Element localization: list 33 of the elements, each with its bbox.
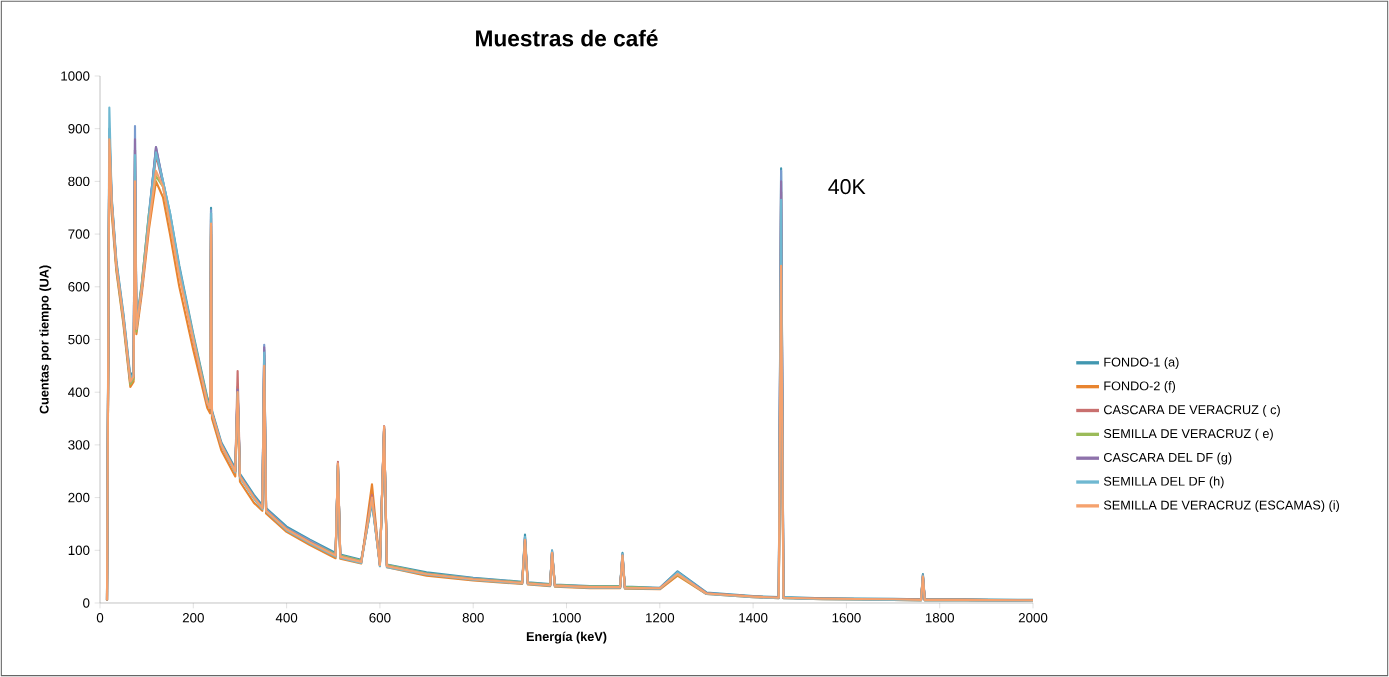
y-tick-label: 200 — [68, 492, 90, 503]
x-tick-label: 200 — [182, 613, 204, 623]
x-tick-label: 1800 — [925, 613, 955, 623]
x-tick-label: 2000 — [1018, 613, 1048, 623]
x-tick-label: 1400 — [739, 613, 768, 623]
y-tick-label: 1000 — [61, 71, 90, 81]
chart-title: Muestras de café — [476, 29, 658, 47]
legend-label: FONDO-2 (f) — [1104, 381, 1176, 393]
annotation: 40K — [828, 179, 866, 195]
legend-label: SEMILLA DE VERACRUZ (ESCAMAS) (i) — [1103, 500, 1340, 513]
x-tick-label: 1000 — [552, 613, 581, 623]
x-tick-label: 0 — [96, 613, 104, 623]
legend-label: CASCARA DE VERACRUZ ( c) — [1104, 404, 1280, 417]
y-tick-label: 700 — [68, 229, 90, 239]
y-tick-label: 900 — [68, 123, 90, 134]
legend-label: SEMILLA DEL DF (h) — [1103, 476, 1224, 489]
x-tick-label: 600 — [369, 613, 391, 623]
y-tick-label: 100 — [68, 545, 90, 555]
y-axis-title: Cuentas por tiempo (UA) — [39, 265, 52, 414]
legend-label: CASCARA DEL DF (g) — [1104, 452, 1232, 465]
y-tick-label: 500 — [68, 334, 90, 345]
x-axis-title: Energía (keV) — [526, 631, 607, 644]
x-tick-label: 400 — [275, 613, 298, 623]
y-tick-label: 800 — [68, 176, 90, 187]
y-tick-label: 0 — [83, 598, 90, 608]
y-tick-label: 600 — [68, 282, 90, 292]
y-tick-label: 400 — [68, 387, 90, 397]
y-tick-label: 300 — [68, 440, 90, 450]
legend-label: SEMILLA DE VERACRUZ ( e) — [1103, 428, 1273, 441]
x-tick-label: 800 — [462, 613, 484, 623]
x-tick-label: 1600 — [832, 613, 861, 623]
legend-label: FONDO-1 (a) — [1104, 357, 1179, 370]
x-tick-label: 1200 — [646, 613, 675, 623]
